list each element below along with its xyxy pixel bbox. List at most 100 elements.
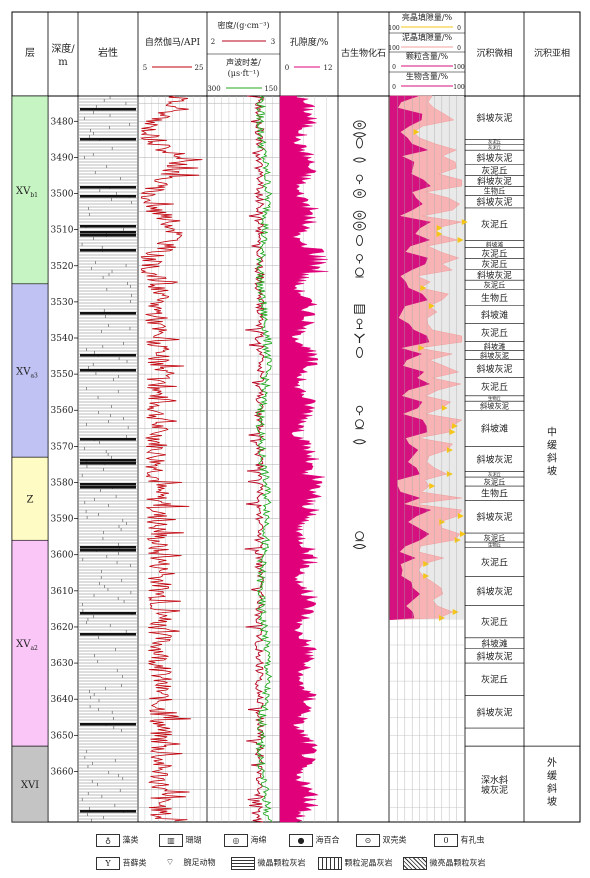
foraminifera-icon — [356, 235, 363, 246]
subfacies-label: 斜 — [547, 782, 557, 795]
lithology-dense-bed — [80, 234, 136, 237]
legend-algae: ♁ 藻类 — [96, 834, 139, 847]
spar-filler-area — [439, 519, 446, 525]
lithology-dense-bed — [80, 369, 136, 372]
depth-label: 3560 — [51, 406, 74, 416]
grain-micrite-pattern-icon — [318, 857, 342, 870]
ac-min: 300 — [207, 85, 220, 93]
depth-label: 3620 — [51, 623, 74, 633]
legend-brachiopod: ⌔ 腕足动物 — [159, 857, 216, 869]
depth-label: 3590 — [51, 515, 74, 525]
lithology-dense-bed — [80, 354, 136, 357]
lithology-dense-bed — [80, 633, 136, 636]
spar-filler-area — [449, 429, 456, 435]
spar-filler-area — [441, 405, 448, 411]
content-max-3: 100 — [453, 64, 465, 71]
microfacies-label: 灰泥丘 — [481, 674, 508, 686]
lithology-dense-bed — [80, 810, 136, 813]
double-shell-icon — [353, 210, 366, 220]
depth-label: 3640 — [51, 695, 74, 705]
brachiopod-icon: ⌔ — [165, 857, 175, 868]
microfacies-label: 灰泥丘 — [484, 533, 506, 542]
microfacies-label: 斜坡灰泥 — [476, 706, 512, 718]
microfacies-label: 灰泥丘 — [482, 164, 508, 176]
coral-icon: ▥ — [159, 834, 183, 847]
subfacies-label: 斜 — [547, 452, 557, 465]
depth-label: 3520 — [51, 262, 74, 272]
content-max-2: 0 — [457, 45, 461, 52]
legend-crinoid: ● 海百合 — [289, 834, 340, 847]
microfacies-label: 生物丘 — [484, 187, 506, 196]
microfacies-label: 斜坡灰泥 — [476, 650, 512, 662]
microfacies-label: 生物丘 — [481, 488, 508, 500]
legend-coral: ▥ 珊瑚 — [159, 834, 202, 847]
por-max: 12 — [324, 64, 333, 72]
microfacies-label: 斜坡灰泥 — [477, 175, 512, 187]
header-depth: 深度/ — [51, 42, 75, 55]
depth-label: 3530 — [51, 298, 74, 308]
content-min-4: 0 — [392, 84, 396, 91]
depth-label: 3580 — [51, 478, 74, 488]
spar-filler-area — [420, 285, 427, 291]
microfacies-label: 斜坡灰泥 — [476, 196, 512, 208]
microfacies-label: 深水斜 — [481, 774, 508, 786]
header-fossil: 古生物化石 — [341, 47, 386, 59]
microfacies-label: 灰泥丘 — [484, 280, 506, 289]
header-content-2: 泥晶填隙量/% — [402, 32, 453, 42]
depth-label: 3550 — [51, 370, 74, 380]
depth-label: 3480 — [51, 117, 74, 127]
subfacies-label: 坡 — [547, 795, 557, 808]
depth-label: 3600 — [51, 551, 74, 561]
header-ac-unit: (μs·ft⁻¹) — [228, 69, 260, 78]
lithology-dense-bed — [80, 138, 136, 141]
layer-band — [11, 539, 49, 747]
microfacies-label: 斜坡灰泥 — [480, 351, 509, 360]
sponge-icon — [355, 419, 364, 430]
sponge-icon — [355, 267, 364, 278]
coral-icon — [354, 304, 365, 314]
header-layer: 层 — [25, 47, 35, 59]
legend-grain-micrite: 颗粒泥晶灰岩 — [318, 857, 393, 870]
lithology-dense-bed — [80, 195, 136, 198]
gr-curve — [140, 95, 203, 822]
microfacies-label: 灰泥丘 — [481, 219, 508, 231]
crinoid-icon — [356, 174, 363, 185]
lithology-dense-bed — [80, 549, 136, 552]
header-den: 密度/(g·cm⁻³) — [217, 20, 269, 30]
ac-curve — [255, 95, 273, 823]
microfacies-label: 斜坡灰泥 — [477, 269, 512, 281]
spar-filler-area — [459, 531, 466, 537]
por-area — [279, 95, 329, 823]
spar-filler-area — [457, 513, 464, 519]
depth-label: 3490 — [51, 153, 74, 163]
crinoid-icon: ● — [289, 834, 313, 847]
depth-label: 3540 — [51, 334, 74, 344]
den-max: 3 — [271, 38, 275, 46]
layer-label: XVI — [21, 780, 39, 791]
spar-filler-area — [436, 231, 443, 237]
microfacies-label: 生物丘 — [488, 541, 502, 548]
depth-label: 3610 — [51, 587, 74, 597]
bryozoan-icon — [354, 333, 365, 343]
spar-filler-area — [423, 561, 430, 567]
microfacies-label: 灰泥丘 — [488, 471, 502, 478]
subfacies-label: 缓 — [547, 769, 557, 782]
double-shell-icon — [353, 221, 366, 231]
sparry-grain-pattern-icon — [403, 857, 427, 870]
brachiopod-icon — [352, 544, 367, 549]
lithology-dense-bed — [80, 438, 136, 441]
microfacies-label: 生物丘 — [488, 395, 502, 402]
foraminifera-icon — [356, 346, 363, 358]
header-subfacies: 沉积亚相 — [534, 47, 570, 59]
microfacies-label: 斜坡灰泥 — [480, 401, 509, 410]
header-content-4: 生物含量/% — [406, 71, 449, 81]
gr-max: 25 — [195, 64, 204, 72]
spar-filler-area — [429, 483, 436, 489]
layer-sublabel: a2 — [30, 645, 38, 652]
por-min: 0 — [285, 64, 289, 72]
microfacies-label: 灰泥丘 — [481, 616, 508, 628]
depth-label: 3650 — [51, 731, 74, 741]
lithology-dense-bed — [80, 231, 136, 234]
legend-micrite-grain: 微晶颗粒灰岩 — [231, 857, 306, 870]
